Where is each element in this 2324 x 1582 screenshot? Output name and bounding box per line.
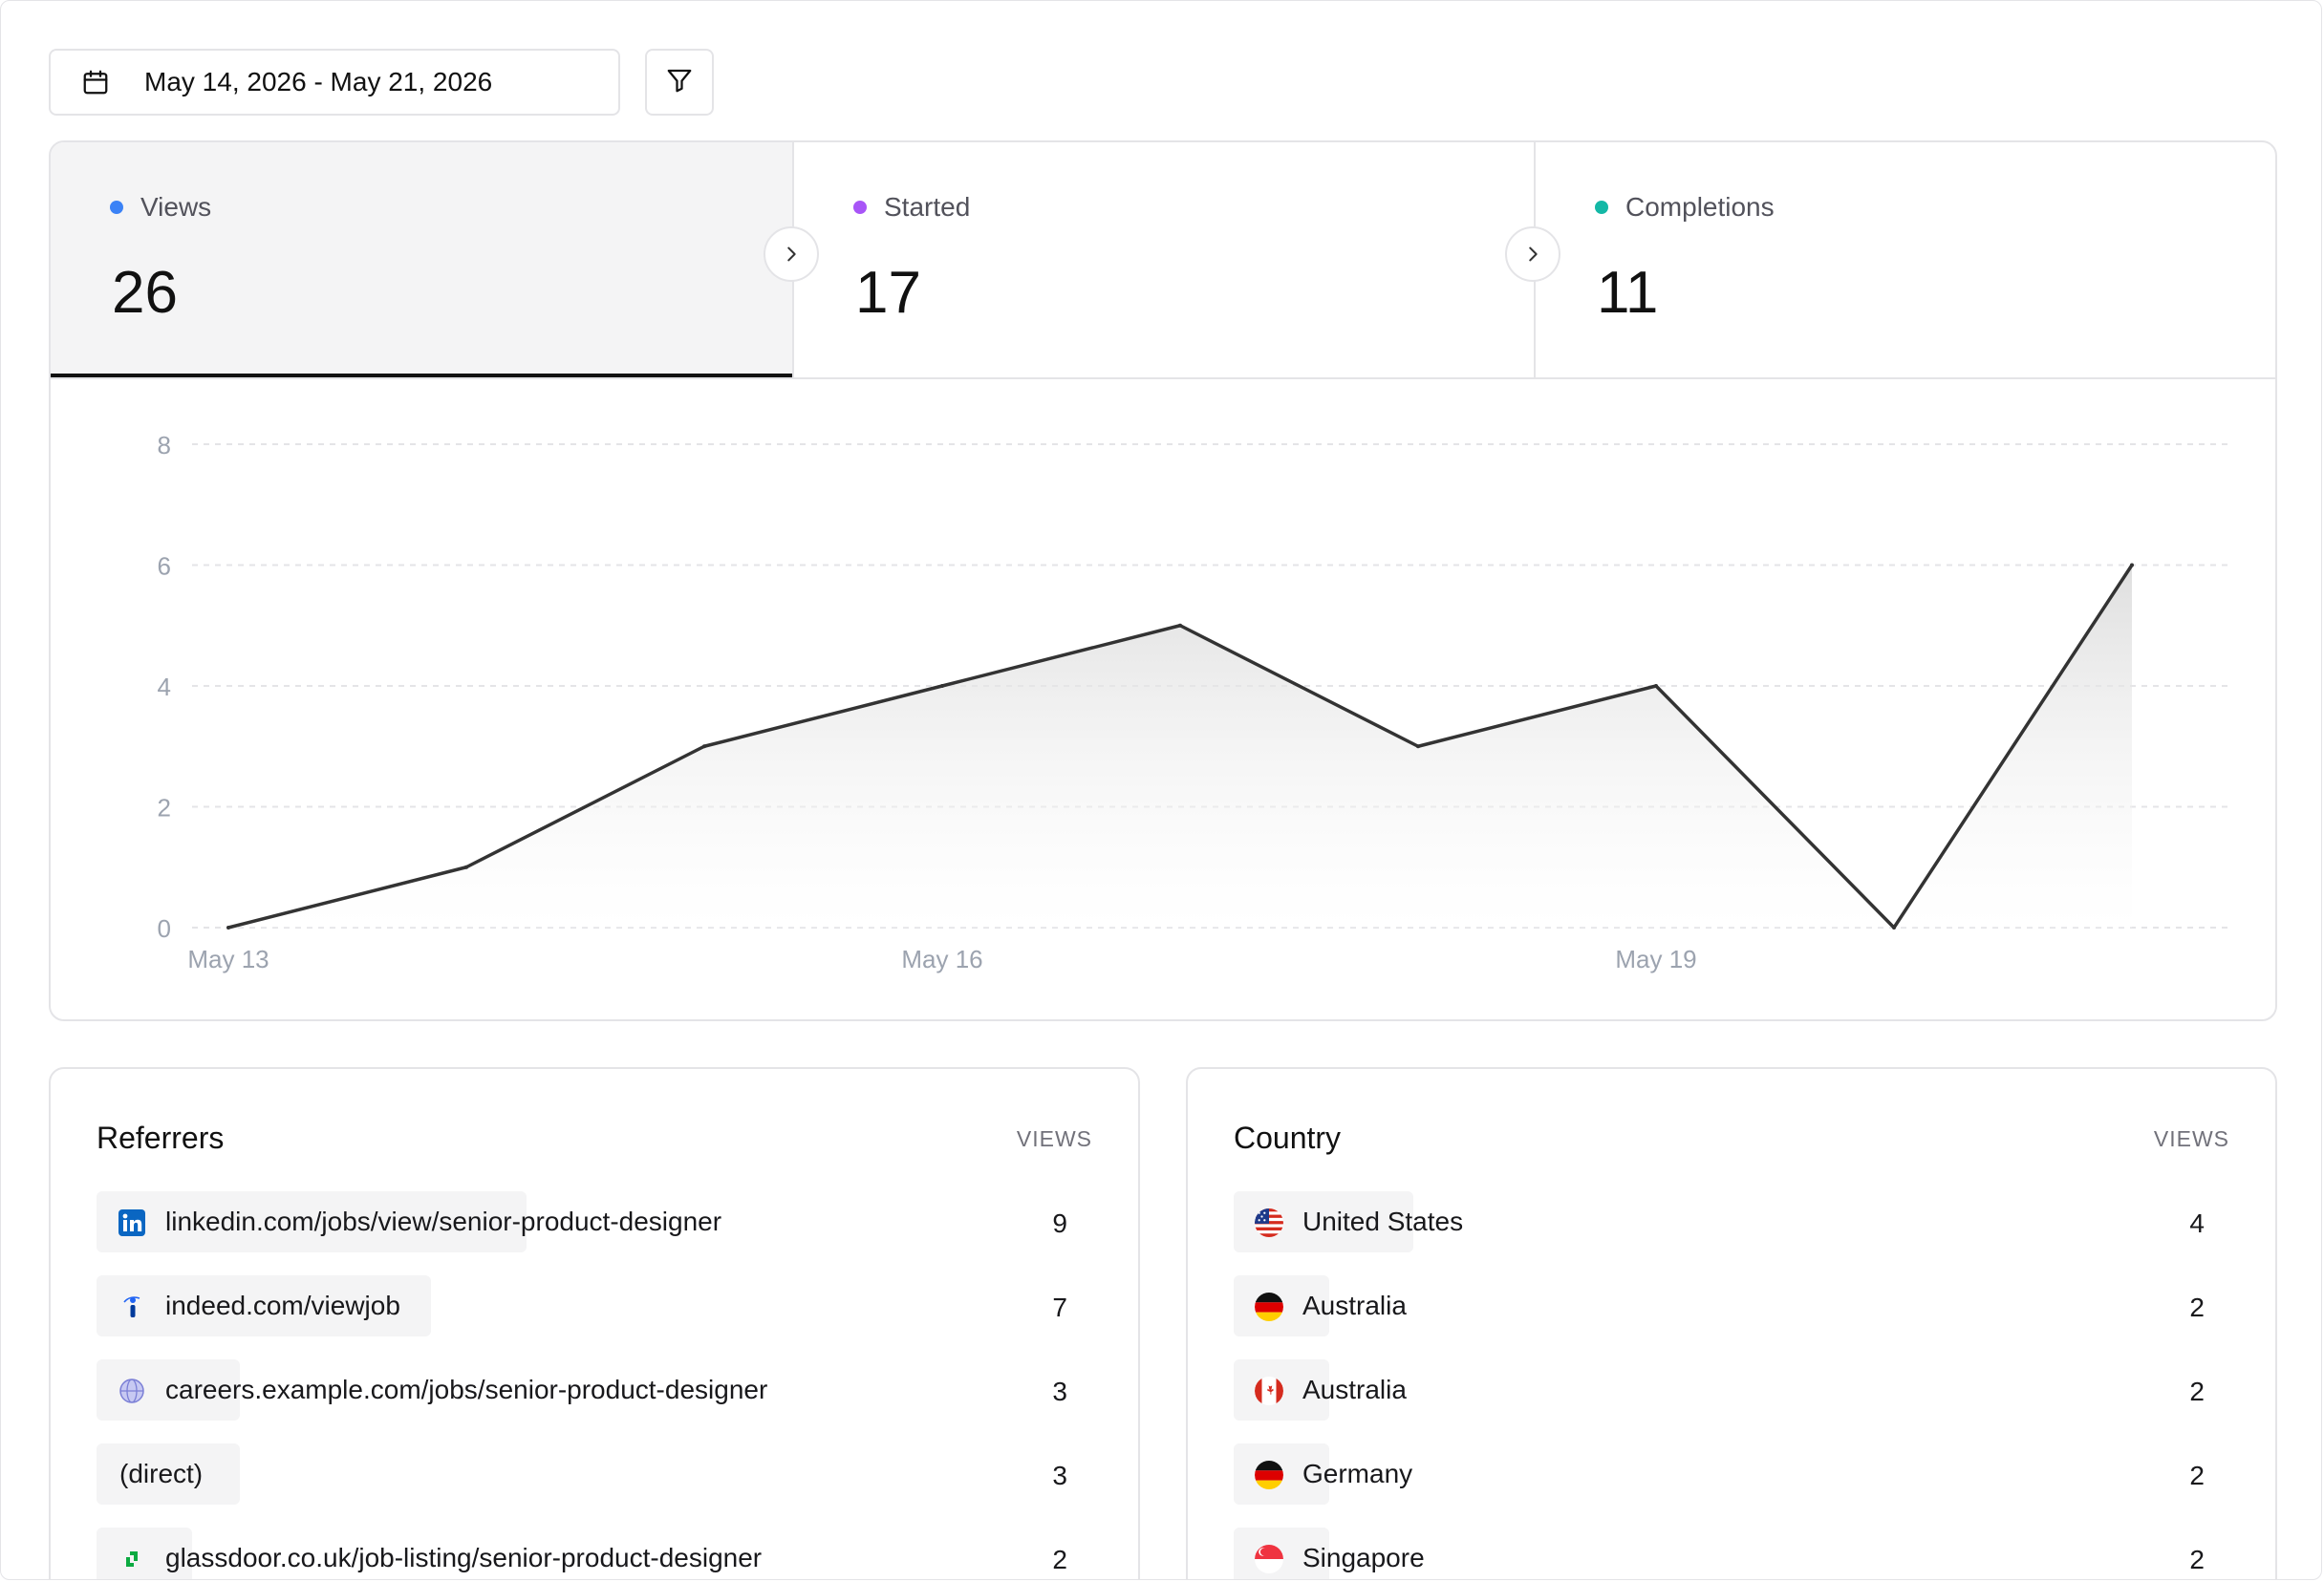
referrer-label[interactable]: indeed.com/viewjob — [165, 1291, 400, 1320]
chevron-right-icon[interactable] — [764, 226, 819, 282]
country-label[interactable]: United States — [1302, 1207, 1464, 1236]
y-tick-label: 6 — [158, 552, 171, 581]
x-tick-label: May 13 — [187, 945, 269, 973]
tab-started-value: 17 — [855, 260, 921, 326]
indeed-icon — [118, 1293, 146, 1321]
data-point[interactable] — [1416, 744, 1420, 749]
tab-views-value: 26 — [112, 260, 178, 326]
country-row[interactable]: Singapore 2 — [1234, 1528, 2229, 1579]
referrers-panel: Referrers VIEWS linkedin.com/jobs/view/s… — [49, 1067, 1140, 1579]
data-point[interactable] — [940, 684, 944, 688]
referrer-share-bar — [97, 1191, 527, 1252]
metric-tabs: Views 26 Started 17 Completions 11 — [51, 142, 2275, 379]
referrer-views: 2 — [1052, 1545, 1067, 1574]
referrer-views: 3 — [1052, 1377, 1067, 1406]
tab-completions-label: Completions — [1625, 192, 1775, 222]
referrer-row[interactable]: careers.example.com/jobs/senior-product-… — [97, 1359, 1092, 1422]
referrers-title: Referrers — [97, 1121, 225, 1155]
completions-dot-icon — [1595, 201, 1608, 214]
data-point[interactable] — [226, 926, 230, 930]
x-tick-label: May 16 — [901, 945, 982, 973]
data-point[interactable] — [1178, 623, 1182, 628]
referrer-share-bar — [97, 1443, 241, 1505]
referrer-row[interactable]: glassdoor.co.uk/job-listing/senior-produ… — [97, 1528, 1092, 1579]
referrer-row[interactable]: linkedin.com/jobs/view/senior-product-de… — [97, 1191, 1092, 1254]
country-views: 2 — [2189, 1461, 2205, 1490]
country-row[interactable]: Australia 2 — [1234, 1359, 2229, 1422]
country-label[interactable]: Australia — [1302, 1375, 1407, 1404]
filter-button[interactable] — [645, 49, 714, 116]
germany-flag-icon — [1255, 1461, 1283, 1489]
x-tick-label: May 19 — [1615, 945, 1696, 973]
country-views: 2 — [2189, 1293, 2205, 1322]
referrer-label[interactable]: glassdoor.co.uk/job-listing/senior-produ… — [165, 1543, 763, 1572]
country-title: Country — [1234, 1121, 1342, 1155]
y-tick-label: 0 — [158, 914, 171, 943]
country-views: 2 — [2189, 1377, 2205, 1406]
referrer-views: 3 — [1052, 1461, 1067, 1490]
tab-started[interactable]: Started 17 — [792, 142, 1534, 377]
area-fill — [228, 565, 2132, 928]
canada-flag-icon — [1255, 1377, 1283, 1405]
us-flag-icon — [1255, 1208, 1283, 1237]
tab-completions[interactable]: Completions 11 — [1534, 142, 2275, 377]
tab-views[interactable]: Views 26 — [51, 142, 792, 377]
country-row[interactable]: Germany 2 — [1234, 1443, 2229, 1507]
country-label[interactable]: Singapore — [1302, 1543, 1425, 1572]
data-point[interactable] — [1892, 926, 1896, 930]
stats-card: Views 26 Started 17 Completions 11 — [49, 140, 2277, 1021]
glassdoor-icon — [118, 1545, 146, 1573]
country-row[interactable]: United States 4 — [1234, 1191, 2229, 1254]
data-point[interactable] — [1654, 684, 1658, 688]
y-tick-label: 4 — [158, 673, 171, 701]
referrer-label[interactable]: careers.example.com/jobs/senior-product-… — [165, 1375, 768, 1404]
country-label[interactable]: Australia — [1302, 1291, 1407, 1320]
singapore-flag-icon — [1255, 1545, 1283, 1573]
y-tick-label: 8 — [158, 431, 171, 460]
date-range-label: May 14, 2026 - May 21, 2026 — [144, 67, 493, 96]
referrer-views: 7 — [1052, 1293, 1067, 1322]
tab-started-label: Started — [884, 192, 971, 222]
country-views: 4 — [2189, 1208, 2205, 1238]
linkedin-icon — [118, 1208, 146, 1237]
country-panel: Country VIEWS United States 4 Australia … — [1186, 1067, 2277, 1579]
referrers-column-header: VIEWS — [1016, 1126, 1092, 1151]
country-label[interactable]: Germany — [1302, 1459, 1413, 1488]
globe-icon — [118, 1377, 146, 1405]
referrer-views: 9 — [1052, 1208, 1067, 1238]
country-views: 2 — [2189, 1545, 2205, 1574]
views-dot-icon — [110, 201, 123, 214]
tab-completions-value: 11 — [1597, 260, 1659, 326]
data-point[interactable] — [702, 744, 706, 749]
referrer-row[interactable]: (direct) 3 — [97, 1443, 1092, 1507]
referrer-share-bar — [97, 1275, 432, 1336]
chevron-right-icon[interactable] — [1505, 226, 1560, 282]
germany-flag-icon — [1255, 1293, 1283, 1321]
referrer-share-bar — [97, 1528, 193, 1579]
country-column-header: VIEWS — [2153, 1126, 2229, 1151]
filter-icon — [665, 66, 694, 99]
referrer-label[interactable]: (direct) — [119, 1459, 204, 1488]
tab-views-label: Views — [140, 192, 212, 222]
country-row[interactable]: Australia 2 — [1234, 1275, 2229, 1338]
started-dot-icon — [853, 201, 867, 214]
referrer-row[interactable]: indeed.com/viewjob 7 — [97, 1275, 1092, 1338]
data-point[interactable] — [2130, 563, 2134, 567]
data-point[interactable] — [464, 865, 468, 869]
y-tick-label: 2 — [158, 794, 171, 823]
views-area-chart: 0 2 4 6 8 May 13 May 16 May 19 — [158, 431, 2231, 973]
date-range-picker[interactable]: May 14, 2026 - May 21, 2026 — [49, 49, 620, 116]
referrer-label[interactable]: linkedin.com/jobs/view/senior-product-de… — [165, 1207, 722, 1236]
calendar-icon — [79, 66, 112, 98]
